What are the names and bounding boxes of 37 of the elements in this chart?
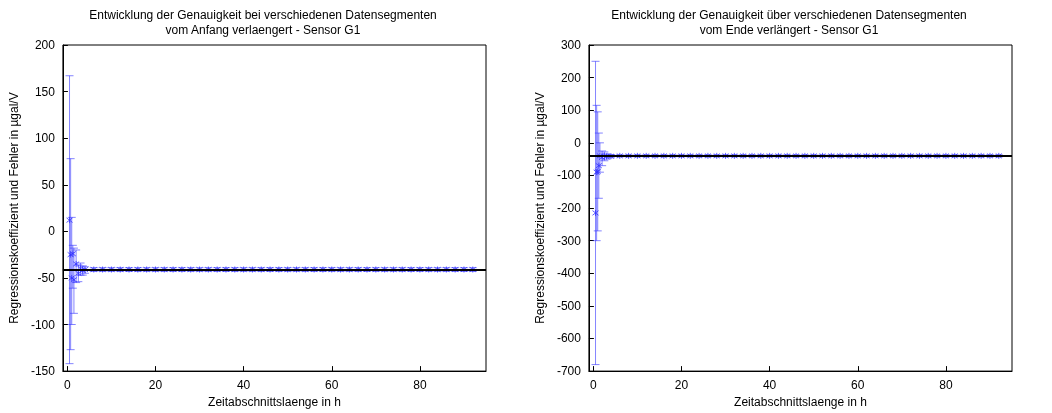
y-tick-label: -150 [30,364,56,379]
x-tick-label: 20 [674,378,689,393]
y-tick-label: -400 [556,266,582,281]
y-tick-label: 0 [48,224,56,239]
chart-title: Entwicklung der Genauigkeit bei verschiedenen Datensegmenten [89,8,437,22]
x-tick-label: 20 [148,378,163,393]
chart-subtitle: vom Anfang verlaengert - Sensor G1 [165,23,361,37]
y-tick-label: -600 [556,331,582,346]
y-tick-label: -100 [556,168,582,183]
x-tick-label: 40 [762,378,777,393]
x-tick-label: 0 [63,378,71,393]
y-tick-label: 100 [560,103,582,118]
y-tick-label: 50 [41,177,56,192]
y-tick-label: -500 [556,298,582,313]
x-tick-label: 40 [236,378,251,393]
x-tick-label: 60 [325,378,339,393]
y-tick-label: -100 [30,317,56,332]
y-axis-title: Regressionskoeffizient und Fehler in µgal/V [533,92,547,324]
y-tick-label: -300 [556,233,582,248]
x-axis-title: Zeitabschnittslaenge in h [208,395,341,409]
x-tick-label: 60 [851,378,865,393]
x-tick-label: 0 [589,378,597,393]
chart-title: Entwicklung der Genauigkeit über verschiedenen Datensegmenten [611,8,967,22]
y-tick-label: -50 [37,270,56,285]
y-tick-label: 200 [34,38,56,52]
y-axis-title: Regressionskoeffizient und Fehler in µgal/V [7,92,21,324]
chart-subtitle: vom Ende verlängert - Sensor G1 [699,23,879,37]
y-tick-label: -200 [556,201,582,216]
y-tick-label: -700 [556,364,582,379]
y-tick-label: 0 [574,135,582,150]
x-tick-label: 80 [939,378,953,393]
x-tick-label: 80 [413,378,427,393]
y-tick-label: 150 [34,84,56,99]
y-tick-label: 300 [560,38,582,52]
y-tick-label: 100 [34,131,56,146]
y-tick-label: 200 [560,70,582,85]
x-axis-title: Zeitabschnittslaenge in h [734,395,867,409]
